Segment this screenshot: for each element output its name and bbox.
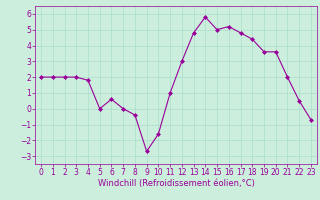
X-axis label: Windchill (Refroidissement éolien,°C): Windchill (Refroidissement éolien,°C) — [98, 179, 254, 188]
